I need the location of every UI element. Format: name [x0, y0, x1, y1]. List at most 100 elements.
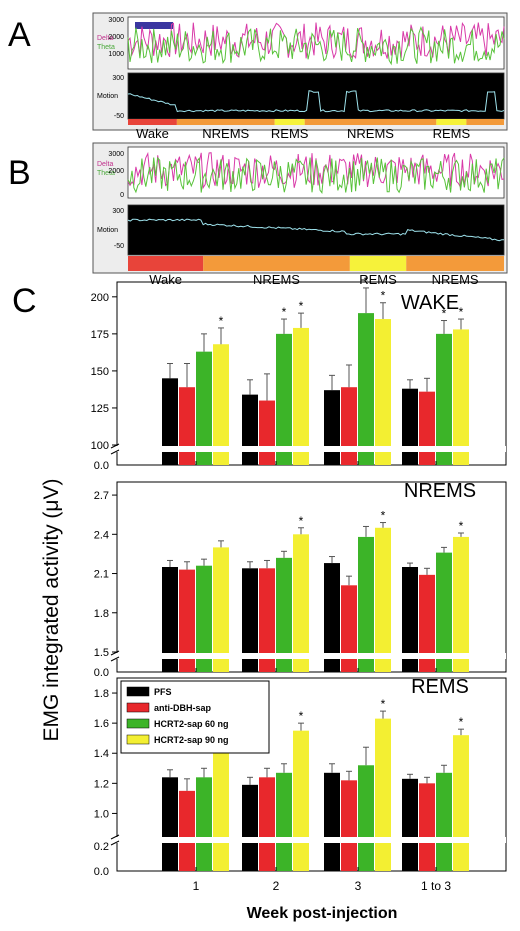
subplot-wake-significance-star: *	[459, 305, 464, 319]
panel-b-eeg-traces	[127, 151, 505, 195]
panel-b-motion-line	[127, 218, 504, 242]
subplot-nrems-significance-star: *	[459, 519, 464, 533]
panel-a-eeg-tick-2: 1000	[108, 51, 124, 58]
subplot-nrems-y-tick-label: 2.1	[94, 569, 109, 581]
subplot-nrems-y-tick-label: 1.5	[94, 647, 109, 659]
legend-swatch	[126, 718, 150, 729]
subplot-rems-bar	[453, 735, 469, 871]
panel-a-stage-segment	[128, 119, 177, 125]
subplot-rems-bar	[196, 777, 212, 871]
x-tick-label: 1	[193, 879, 200, 893]
subplot-wake-title: WAKE	[401, 292, 459, 314]
panel-a-stage-label: REMS	[433, 126, 471, 141]
panel-b-stage-bar: Wake NREMS REMS NREMS	[128, 256, 504, 287]
legend-entry: HCRT2-sap 90 ng	[154, 735, 229, 745]
panel-a-delta-label: Delta	[97, 35, 113, 42]
panel-b-eeg-tick-1: 2000	[108, 168, 124, 175]
panel-b-stage-segment	[349, 256, 407, 271]
subplot-wake-bar	[436, 333, 452, 465]
subplot-rems-lower-tick-label: 0.2	[94, 841, 109, 853]
subplot-rems-bar	[179, 790, 195, 871]
panel-b-theta-label: Theta	[97, 170, 115, 177]
subplot-rems-y-tick-label: 1.0	[94, 808, 109, 820]
subplot-nrems-bar	[341, 585, 357, 672]
subplot-nrems-significance-star: *	[299, 514, 304, 528]
subplot-nrems-bar	[375, 527, 391, 672]
panel-letter-b: B	[8, 154, 31, 192]
subplot-nrems-break-mark	[110, 656, 120, 662]
subplot-rems-significance-star: *	[381, 697, 386, 711]
panel-a-stage-segment	[466, 119, 504, 125]
legend-entry: HCRT2-sap 60 ng	[154, 719, 229, 729]
panel-a-stage-label: Wake	[136, 126, 169, 141]
subplot-rems-baseline-tick-label: 0.0	[94, 866, 109, 878]
subplot-rems-y-tick-label: 1.6	[94, 718, 109, 730]
subplot-rems-title: REMS	[411, 676, 469, 698]
subplot-wake-bar	[276, 333, 292, 465]
panel-a-stage-segment	[436, 119, 467, 125]
subplot-nrems-axis-break	[111, 653, 506, 659]
subplot-rems-significance-star: *	[459, 715, 464, 729]
subplot-rems-bar	[341, 780, 357, 871]
subplot-wake-bar	[162, 378, 178, 465]
legend-swatch	[126, 686, 150, 697]
panel-a-motion-trace	[127, 90, 505, 113]
subplot-rems-bar	[162, 777, 178, 871]
subplot-wake-significance-star: *	[282, 305, 287, 319]
subplot-wake-break-mark	[110, 443, 120, 449]
subplot-rems-bar	[293, 730, 309, 871]
subplot-wake-bar	[453, 329, 469, 465]
subplot-nrems-bar	[179, 569, 195, 672]
y-axis-label: EMG integrated activity (μV)	[40, 478, 63, 741]
subplot-wake-break-mark	[110, 449, 120, 455]
subplot-wake-y-tick-label: 150	[91, 366, 109, 378]
subplot-nrems-bar	[293, 534, 309, 672]
subplot-rems-y-tick-label: 1.8	[94, 688, 109, 700]
panel-b-stage-label: NREMS	[432, 272, 479, 287]
panel-a-recording: Delta Theta 3000 2000 1000 Motion 300 -5…	[92, 12, 508, 141]
subplot-rems-bar	[259, 777, 275, 871]
panel-b-stage-segment	[406, 256, 504, 271]
subplot-wake-significance-star: *	[364, 274, 369, 288]
subplot-rems-frame	[116, 677, 507, 872]
panel-a-stage-segment	[274, 119, 305, 125]
subplot-wake-bar	[375, 319, 391, 465]
subplot-nrems-break-mark	[110, 650, 120, 656]
subplot-wake-bar	[242, 394, 258, 465]
subplot-wake-bar	[259, 400, 275, 465]
panel-a-stage-segment	[304, 119, 437, 125]
subplot-rems-bar	[402, 778, 418, 871]
panel-a-motion-tick-0: 300	[112, 75, 124, 82]
subplot-wake-y-tick-label: 175	[91, 329, 109, 341]
panel-a-stage-bar: Wake NREMS REMS NREMS REMS	[128, 119, 504, 141]
subplot-rems-bar	[324, 772, 340, 871]
subplot-nrems-baseline-tick-label: 0.0	[94, 667, 109, 679]
panel-letter-c: C	[12, 282, 37, 320]
panel-b-delta-label: Delta	[97, 161, 113, 168]
legend-swatch	[126, 734, 150, 745]
panel-b-eeg-tick-0: 3000	[108, 151, 124, 158]
subplot-wake-baseline-tick-label: 0.0	[94, 460, 109, 472]
subplot-nrems-bar	[196, 565, 212, 672]
x-tick-label: 3	[355, 879, 362, 893]
panel-b-eeg-tick-2: 0	[120, 192, 124, 199]
subplot-rems-bar	[419, 783, 435, 871]
panel-a-stage-label: REMS	[271, 126, 309, 141]
subplot-wake-bar	[213, 344, 229, 465]
panel-a-stage-label: NREMS	[202, 126, 249, 141]
panel-b-eeg-trace-delta	[127, 151, 505, 190]
panel-b-motion-trace	[127, 218, 504, 242]
panel-b-motion-tick-0: 300	[112, 208, 124, 215]
subplot-nrems-bar	[419, 574, 435, 672]
panel-b-stage-label: NREMS	[253, 272, 300, 287]
panel-a-stage-segment	[176, 119, 275, 125]
panel-a-eeg-trace-theta	[127, 26, 505, 66]
subplot-wake-y-tick-label: 100	[91, 440, 109, 452]
subplot-nrems-y-tick-label: 2.7	[94, 490, 109, 502]
subplot-wake-bar	[341, 387, 357, 465]
subplot-rems-bar	[213, 751, 229, 871]
subplot-wake-axis-break	[111, 446, 506, 452]
subplot-nrems-bar	[213, 547, 229, 672]
subplot-nrems-bar	[453, 536, 469, 672]
